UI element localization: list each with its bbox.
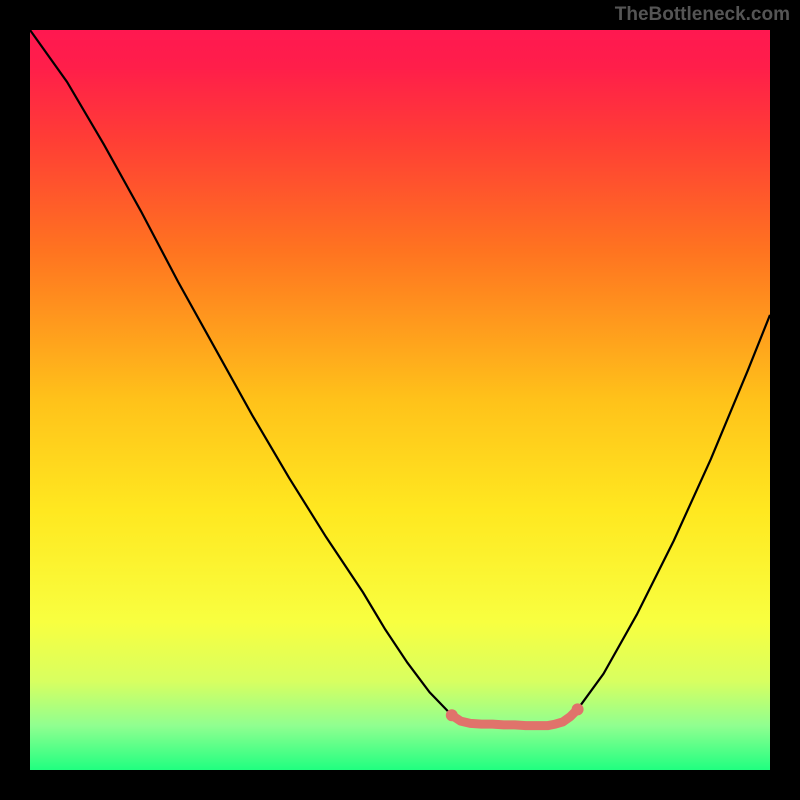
chart-svg (30, 30, 770, 770)
highlight-dot-end (572, 703, 584, 715)
highlight-dot-start (446, 709, 458, 721)
gradient-background (30, 30, 770, 770)
watermark-text: TheBottleneck.com (615, 4, 790, 26)
bottleneck-chart (30, 30, 770, 770)
